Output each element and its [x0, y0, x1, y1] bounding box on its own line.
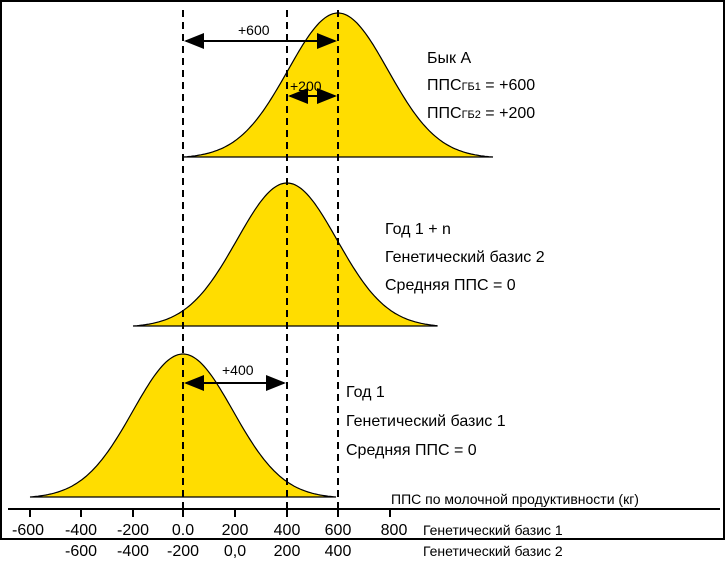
row2-tick-label-3: 0,0	[224, 543, 246, 560]
year-1-title: Год 1	[346, 384, 385, 401]
bull-line-1: ППСГБ1 = +600	[427, 77, 535, 94]
row1-tick-label-6: 600	[325, 522, 352, 539]
row1-tick-label-1: -400	[65, 522, 97, 539]
frame-border	[0, 0, 725, 540]
axis-row-1-label: Генетический базис 1	[423, 522, 563, 538]
row1-tick-label-0: -600	[12, 522, 44, 539]
axis-row-1: -600 -400 -200 0.0 200 400 600 800	[12, 522, 407, 539]
row2-tick-label-4: 200	[274, 543, 301, 560]
row2-tick-label-5: 400	[325, 543, 352, 560]
axis-row-2: -600 -400 -200 0,0 200 400	[65, 543, 351, 560]
year-n-title: Год 1 + n	[385, 221, 451, 238]
row2-tick-label-0: -600	[65, 543, 97, 560]
x-axis-title: ППС по молочной продуктивности (кг)	[391, 491, 639, 507]
row1-tick-label-2: -200	[117, 522, 149, 539]
year-1-line-2: Средняя ППС = 0	[346, 442, 477, 459]
row2-tick-label-1: -400	[117, 543, 149, 560]
row1-tick-label-7: 800	[381, 522, 408, 539]
x-axis-ticks	[29, 509, 391, 517]
year-1-line-1: Генетический базис 1	[346, 413, 506, 430]
axis-row-2-label: Генетический базис 2	[423, 543, 563, 559]
row2-tick-label-2: -200	[167, 543, 199, 560]
row1-tick-label-4: 200	[222, 522, 249, 539]
year-n-line-2: Средняя ППС = 0	[385, 277, 516, 294]
year-n-line-1: Генетический базис 2	[385, 249, 545, 266]
bull-title: Бык А	[427, 50, 471, 67]
row1-tick-label-5: 400	[274, 522, 301, 539]
label-plus-200: +200	[290, 78, 322, 94]
label-plus-600: +600	[238, 22, 270, 38]
label-plus-400: +400	[222, 362, 254, 378]
row1-tick-label-3: 0.0	[172, 522, 194, 539]
bull-line-2: ППСГБ2 = +200	[427, 105, 535, 122]
